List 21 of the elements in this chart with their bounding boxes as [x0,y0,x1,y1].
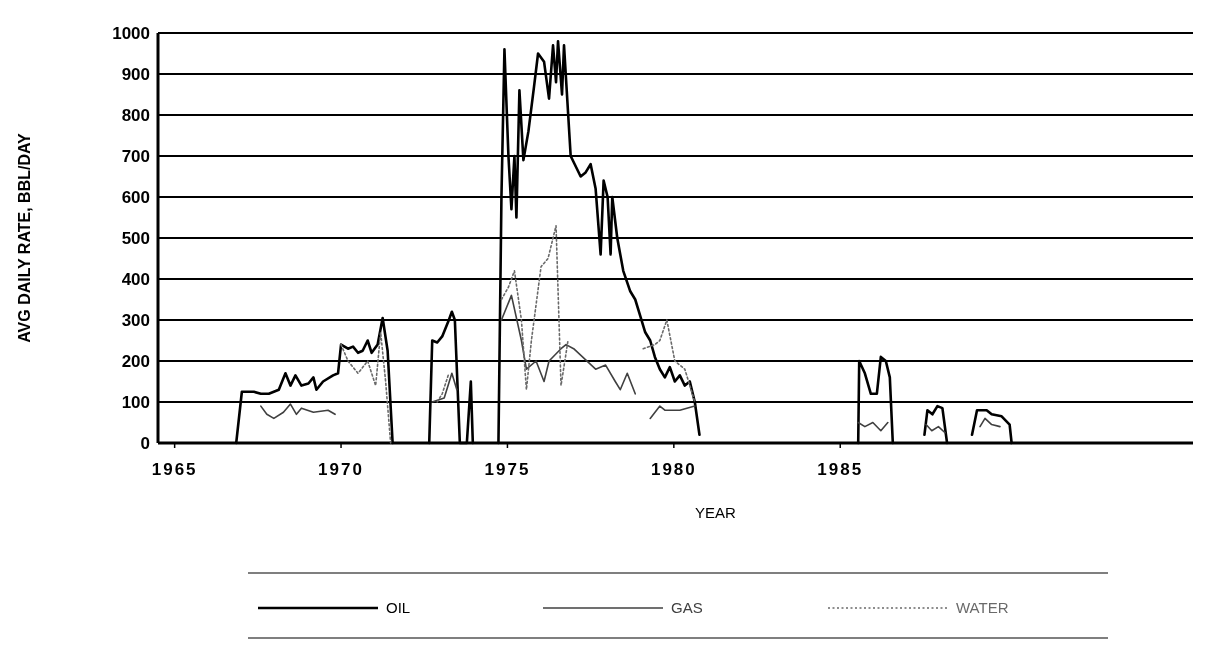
y-tick-label: 100 [121,392,150,412]
y-tick-label: 200 [121,351,150,371]
x-tick-label: 1965 [151,460,198,479]
y-tick-label: 800 [121,105,150,125]
y-tick-label: 1000 [112,23,150,43]
x-tick-label: 1980 [650,460,697,479]
y-tick-label: 900 [121,64,150,84]
y-tick-label: 300 [121,310,150,330]
y-tick-label: 700 [121,146,150,166]
x-axis-title: YEAR [695,504,737,521]
text: GAS [671,599,703,616]
y-tick-label: 0 [140,433,150,453]
y-tick-label: 400 [121,269,150,289]
text: OIL [386,599,411,616]
x-tick-label: 1975 [484,460,531,479]
x-tick-label: 1985 [817,460,864,479]
y-tick-label: 500 [121,228,150,248]
y-tick-label: 600 [121,187,150,207]
x-tick-label: 1970 [318,460,364,479]
y-axis-title: AVG DAILY RATE, BBL/DAY [16,132,33,343]
text: WATER [956,599,1009,616]
